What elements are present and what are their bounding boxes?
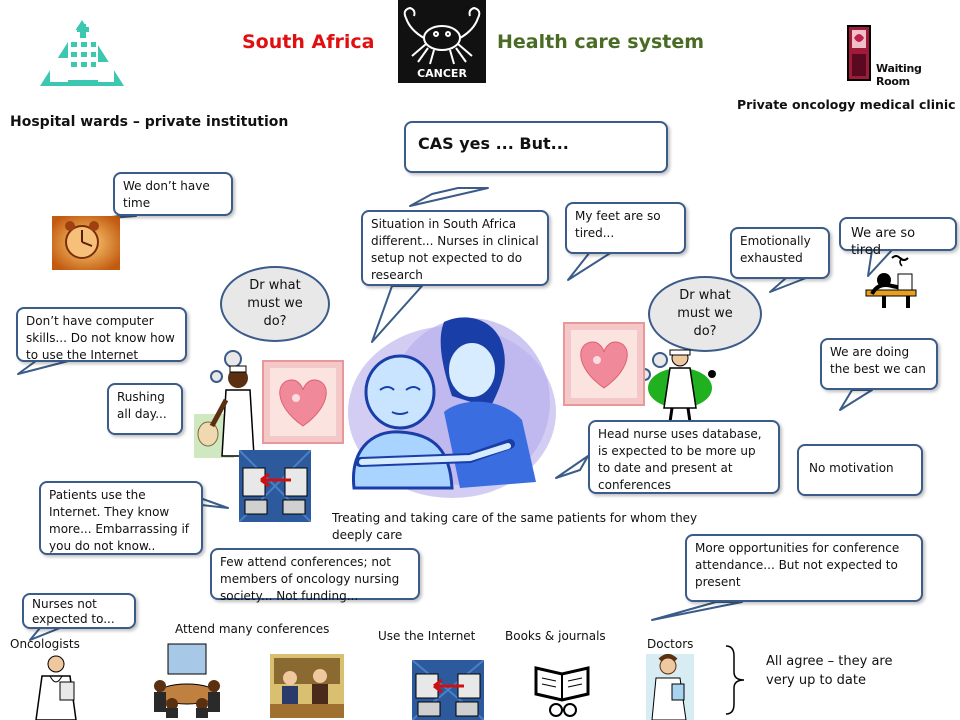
books-caption: Books & journals (505, 629, 606, 643)
few-attend-bubble: Few attend conferences; not members of o… (210, 548, 420, 603)
situation-tail (371, 285, 423, 343)
emotional-tail (769, 277, 807, 293)
no-time-bubble: We don’t have time (113, 172, 233, 216)
rushing-bubble: Rushing all day... (107, 383, 183, 435)
cancer-label: CANCER (417, 67, 467, 80)
thought-dot (652, 352, 668, 368)
network-computers-icon (239, 450, 311, 522)
nurses-not-bubble: Nurses not expected to... (22, 593, 136, 629)
agree-caption: All agree – they are very up to date (766, 654, 893, 688)
head-nurse-tail (555, 455, 589, 479)
attend-caption: Attend many conferences (175, 622, 330, 636)
heart-card-icon (563, 322, 645, 406)
internet-caption: Use the Internet (378, 629, 476, 643)
treating-caption: Treating and taking care of the same pat… (332, 511, 698, 542)
no-motivation-bubble: No motivation (797, 444, 923, 496)
conference-meeting-icon (270, 654, 344, 718)
situation-bubble: Situation in South Africa different... N… (361, 210, 549, 286)
cas-tail (409, 187, 489, 207)
conference-meeting-icon (154, 643, 220, 718)
network-computers-icon (412, 660, 484, 720)
waiting-room-label: Waiting Room (876, 62, 922, 88)
best-tail (839, 389, 873, 411)
tired-bubble: We are so tired (839, 217, 957, 258)
heart-card-icon (262, 360, 344, 444)
country-title: South Africa (242, 31, 375, 53)
feet-tail (567, 251, 613, 281)
more-opps-bubble: More opportunities for conference attend… (685, 534, 923, 602)
emotional-bubble: Emotionally exhausted (730, 227, 830, 279)
brace-icon (725, 645, 745, 715)
book-reader-icon (534, 666, 590, 717)
nurse-figure-icon (194, 365, 255, 458)
waiting-room-icon: Waiting Room (846, 24, 946, 88)
dr-left-text: Dr what must we do? (247, 278, 303, 329)
oncologists-caption: Oncologists (10, 637, 80, 651)
feet-bubble: My feet are so tired... (565, 202, 686, 254)
alarm-clock-icon (52, 216, 120, 270)
patients-bubble: Patients use the Internet. They know mor… (39, 481, 203, 555)
no-skills-bubble: Don’t have computer skills... Do not kno… (16, 307, 187, 362)
tired-person-icon (865, 255, 917, 308)
nurse-figure-icon (648, 349, 716, 422)
dr-right-thought: Dr what must we do? (648, 276, 762, 352)
more-opps-tail (651, 601, 743, 621)
nurse-patient-illustration (348, 317, 556, 498)
doctor-figure-icon (35, 655, 77, 720)
best-bubble: We are doing the best we can (820, 338, 938, 390)
hospital-building-icon (40, 20, 124, 86)
system-title: Health care system (497, 31, 705, 53)
hospital-label: Hospital wards – private institution (10, 114, 289, 130)
thought-dot (210, 370, 223, 383)
dr-right-text: Dr what must we do? (677, 288, 733, 339)
head-nurse-bubble: Head nurse uses database, is expected to… (588, 420, 780, 494)
doctors-caption: Doctors (647, 637, 694, 651)
cas-bubble: CAS yes ... But... (404, 121, 668, 173)
cancer-crab-icon: CANCER (398, 0, 486, 83)
doctor-figure-icon (646, 654, 694, 720)
clinic-label: Private oncology medical clinic (737, 97, 956, 112)
dr-left-thought: Dr what must we do? (220, 266, 330, 342)
